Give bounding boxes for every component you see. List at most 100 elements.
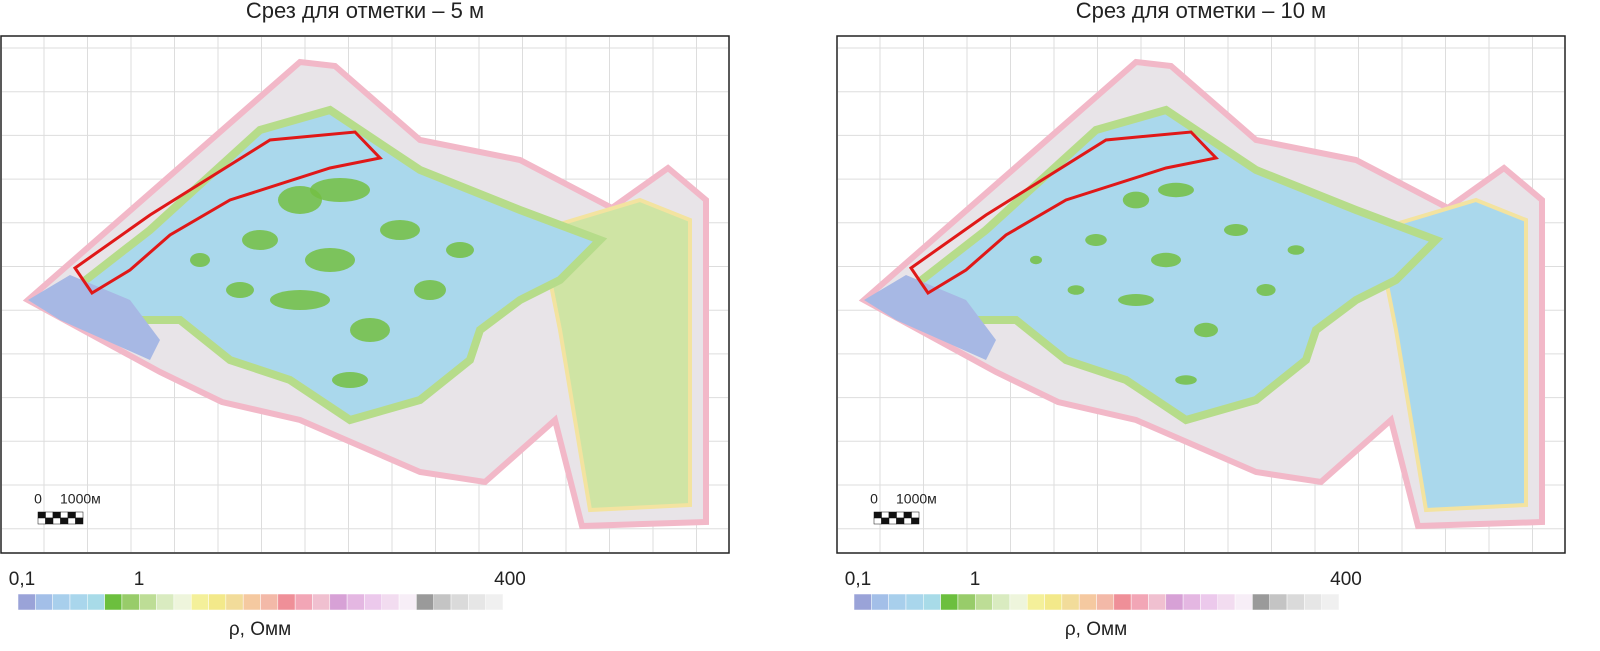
scale-bar-cell (881, 517, 890, 525)
map-green-patch (1194, 322, 1218, 338)
map-green-patch (1158, 182, 1194, 198)
colorbar-cell (485, 593, 504, 611)
colorbar-cell (905, 593, 924, 611)
map-green-patch (242, 230, 278, 250)
colorbar-cell (1321, 593, 1340, 611)
colorbar-cell (329, 593, 348, 611)
colorbar-cell (225, 593, 244, 611)
colorbar-cell (69, 593, 88, 611)
colorbar-label: 400 (1330, 569, 1362, 590)
map-green-patch (310, 178, 370, 202)
scale-bar-label: 0 (34, 491, 42, 507)
colorbar-cell (156, 593, 175, 611)
colorbar-cell (957, 593, 976, 611)
colorbar-cell (1304, 593, 1322, 611)
colorbar-cell (1182, 593, 1201, 611)
scale-bar-cell (52, 511, 61, 519)
colorbar-cell (87, 593, 105, 611)
colorbar-cell (173, 593, 192, 611)
map-green-patch (332, 372, 368, 388)
scale-bar-cell (911, 517, 920, 525)
colorbar-label: 1 (970, 569, 981, 590)
panel: Срез для отметки – 5 м 0 1000м 0,1 1 400 ρ, Ом… (0, 0, 730, 640)
colorbar-cell (1234, 593, 1253, 611)
scale-bar-cell (888, 517, 897, 525)
colorbar-cell (1200, 593, 1218, 611)
map-green-patch (1151, 252, 1181, 268)
colorbar-unit: ρ, Омм (229, 619, 291, 640)
map-east-zone (537, 197, 692, 513)
scale-bar-cell (75, 511, 84, 519)
panel-title: Срез для отметки – 5 м (246, 0, 484, 23)
colorbar-cell (121, 593, 140, 611)
map-green-patch (1085, 234, 1107, 246)
map-green-patch (270, 290, 330, 310)
scale-bar-cell (37, 517, 46, 525)
colorbar-cell (1252, 593, 1270, 611)
scale-bar-cell (67, 511, 76, 519)
scale-bar-cell (896, 511, 905, 519)
colorbar-cell (888, 593, 907, 611)
scale-bar-cell (873, 517, 882, 525)
colorbar-cell (346, 593, 365, 611)
map-green-patch (446, 242, 474, 258)
colorbar-cell (208, 593, 227, 611)
colorbar-cell (450, 593, 469, 611)
colorbar-cell (1165, 593, 1184, 611)
scale-bar-cell (60, 511, 69, 519)
colorbar-cell (35, 593, 53, 611)
scale-bar-cell (888, 511, 897, 519)
colorbar-cell (312, 593, 331, 611)
colorbar-cell (923, 593, 941, 611)
colorbar-cell (1096, 593, 1115, 611)
map-lowest-zone (28, 275, 160, 360)
colorbar-cell (975, 593, 993, 611)
scale-bar-label: 1000м (896, 491, 937, 507)
colorbar-cell (1113, 593, 1132, 611)
scale-bar-cell (67, 517, 76, 525)
map-green-patch (1175, 375, 1197, 385)
map-lowest-zone (864, 275, 996, 360)
colorbar-cell (940, 593, 959, 611)
colorbar-cell (433, 593, 452, 611)
scale-bar-cell (903, 511, 912, 519)
colorbar-cell (139, 593, 157, 611)
map-green-patch (1030, 255, 1042, 265)
scale-bar-cell (75, 517, 84, 525)
colorbar-label: 0,1 (9, 569, 35, 590)
colorbar-cell (277, 593, 296, 611)
colorbar-cell (242, 593, 261, 611)
scale-bar-cell (903, 517, 912, 525)
map-green-patch (380, 220, 420, 240)
colorbar-cell (1269, 593, 1288, 611)
map-green-patch (305, 248, 355, 272)
colorbar-cell (1148, 593, 1167, 611)
map-green-patch (414, 280, 446, 300)
scale-bar-cell (52, 517, 61, 525)
colorbar-cell (992, 593, 1011, 611)
colorbar-cell (468, 593, 486, 611)
colorbar-cell (416, 593, 434, 611)
map-green-patch (1067, 285, 1085, 295)
scale-bar-label: 0 (870, 491, 878, 507)
scale-bar-cell (45, 511, 54, 519)
panel-title: Срез для отметки – 10 м (1076, 0, 1326, 23)
colorbar-cell (1044, 593, 1063, 611)
colorbar-label: 1 (134, 569, 145, 590)
map-green-patch (1224, 224, 1248, 236)
colorbar-cell (853, 593, 872, 611)
map-green-patch (1256, 284, 1276, 296)
map-green-patch (350, 318, 390, 342)
scale-bar-cell (45, 517, 54, 525)
highlight-outline (908, 130, 1219, 296)
colorbar-cell (381, 593, 400, 611)
scale-bar-cell (60, 517, 69, 525)
map-green-patch (1122, 191, 1150, 209)
colorbar-cell (190, 593, 209, 611)
colorbar-label: 400 (494, 569, 526, 590)
map-east-zone (1373, 197, 1528, 513)
colorbar-cell (294, 593, 313, 611)
colorbar-cell (1286, 593, 1305, 611)
